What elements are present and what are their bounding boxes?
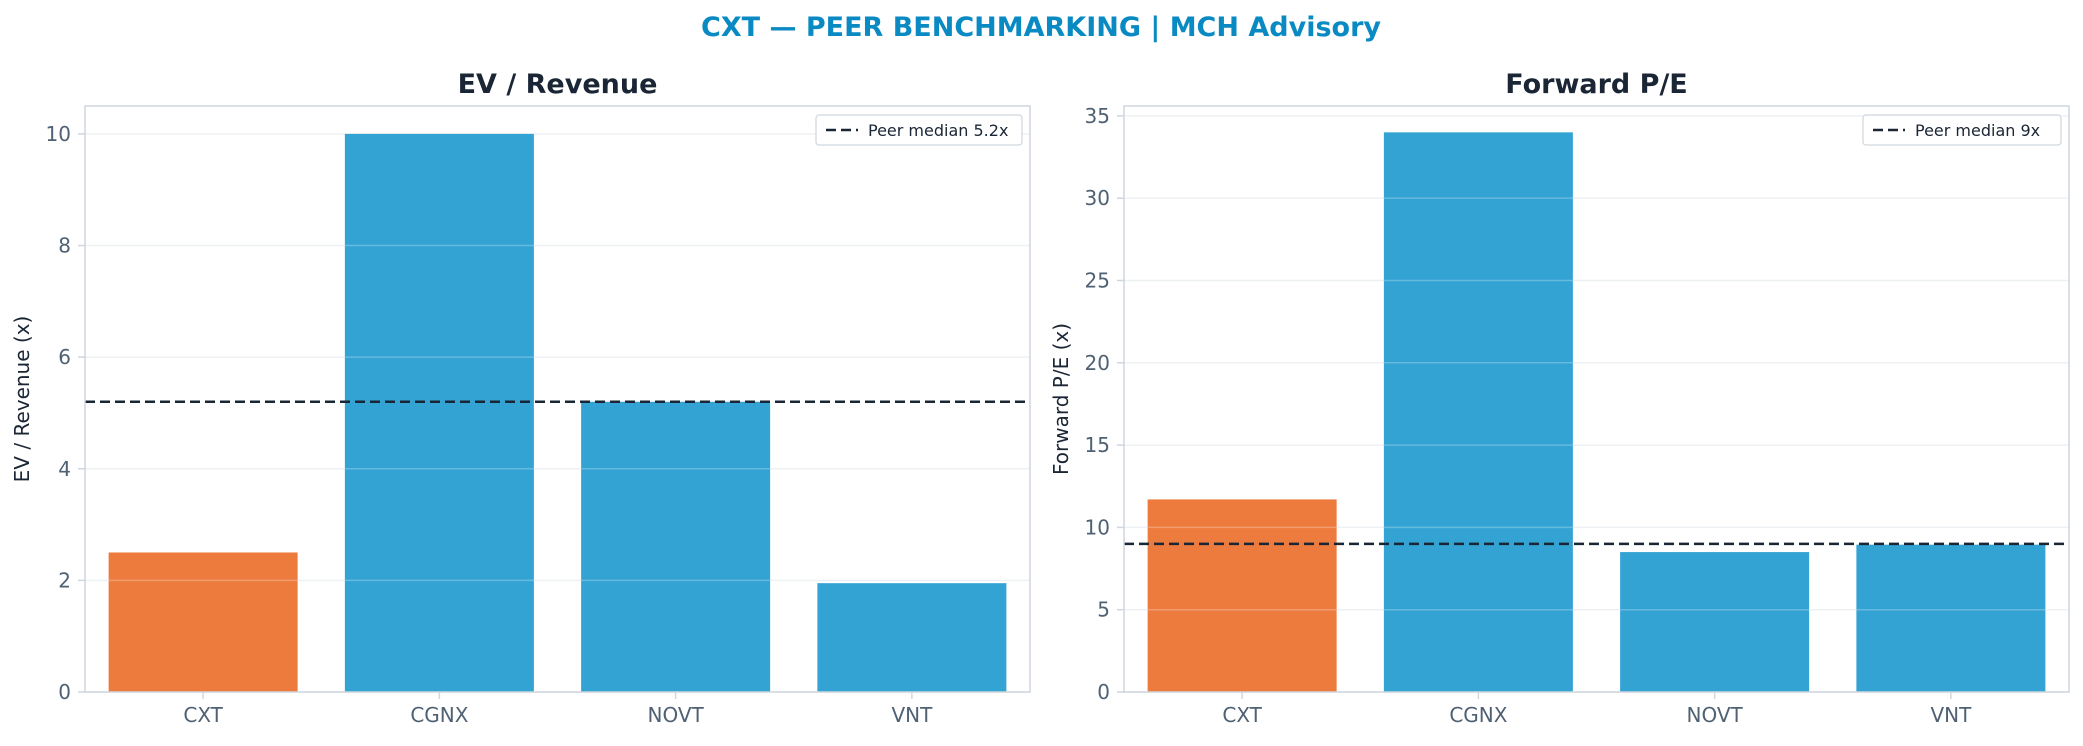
panel-1-legend-label: Peer median 5.2x — [868, 121, 1008, 140]
panel-2-ytick-label-1: 5 — [1097, 598, 1110, 622]
panel-2-xtick-label-cxt: CXT — [1222, 703, 1262, 727]
panel-2-ytick-label-5: 25 — [1085, 268, 1110, 292]
panel-2-bar-cxt — [1147, 499, 1337, 692]
panel-1-xtick-label-vnt: VNT — [891, 703, 933, 727]
panel-2-ytick-label-7: 35 — [1085, 104, 1110, 128]
panel-1-xtick-label-cgnx: CGNX — [410, 703, 468, 727]
panel-1-bar-vnt — [817, 583, 1007, 692]
panel-2-ytick-label-3: 15 — [1085, 433, 1110, 457]
panel-2-xtick-label-novt: NOVT — [1687, 703, 1744, 727]
panel-2-bar-novt — [1620, 552, 1810, 692]
panel-1-legend-box — [815, 114, 1023, 146]
panel-1-ytick-label-4: 8 — [58, 234, 71, 258]
panel-2-title: Forward P/E — [1505, 69, 1688, 100]
panel-1-bar-novt — [581, 401, 771, 692]
panel-2-ytick-label-0: 0 — [1097, 680, 1110, 704]
panel-1-ytick-label-0: 0 — [58, 680, 71, 704]
panel-1-xtick-label-cxt: CXT — [183, 703, 223, 727]
panel-1-bar-cgnx — [344, 133, 534, 692]
panel-1-ytick-label-2: 4 — [58, 457, 71, 481]
panel-1-axes-frame — [84, 105, 1031, 693]
panel-1-xtick-label-novt: NOVT — [648, 703, 705, 727]
panel-2-legend-box — [1862, 114, 2062, 146]
panel-2-xtick-label-vnt: VNT — [1930, 703, 1972, 727]
panel-2-ytick-label-2: 10 — [1085, 515, 1110, 539]
panel-2-ytick-label-6: 30 — [1085, 186, 1110, 210]
panel-2-ytick-label-4: 20 — [1085, 351, 1110, 375]
panel-2-legend-label: Peer median 9x — [1915, 121, 2040, 140]
panel-2-bar-cgnx — [1383, 132, 1573, 692]
panel-1-ytick-label-1: 2 — [58, 568, 71, 592]
panel-1-title: EV / Revenue — [458, 69, 658, 100]
panel-1-ytick-label-3: 6 — [58, 345, 71, 369]
panel-2-axes-frame — [1123, 105, 2070, 693]
panel-1-ytick-label-5: 10 — [46, 122, 71, 146]
panel-2-xtick-label-cgnx: CGNX — [1449, 703, 1507, 727]
panel-1-ylabel: EV / Revenue (x) — [10, 316, 34, 483]
panel-1-bar-cxt — [108, 552, 298, 692]
figure-title: CXT — PEER BENCHMARKING | MCH Advisory — [701, 12, 1381, 43]
panel-2-ylabel: Forward P/E (x) — [1049, 323, 1073, 475]
panel-2-bar-vnt — [1856, 544, 2046, 692]
